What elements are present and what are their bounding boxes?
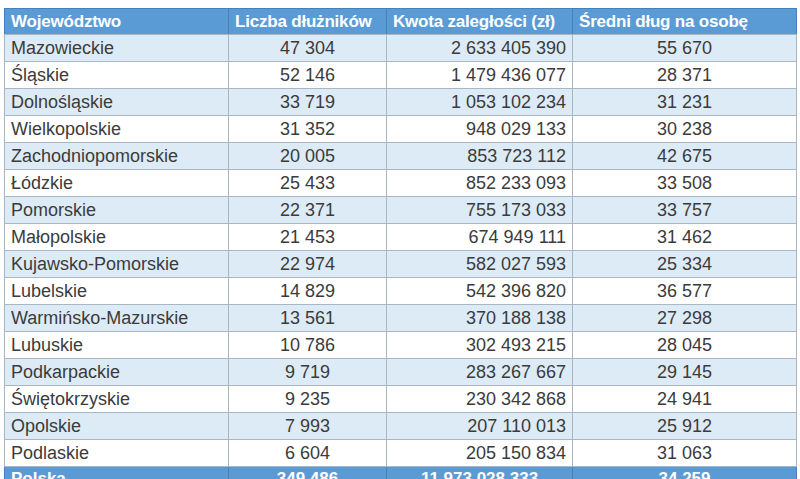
cell-liczba-dluznikow: 10 786 bbox=[229, 332, 387, 359]
total-row: Polska 349 486 11 973 028 333 34 259 bbox=[5, 467, 797, 479]
cell-kwota-zaleglosci: 852 233 093 bbox=[387, 170, 573, 197]
table-row: Małopolskie 21 453 674 949 111 31 462 bbox=[5, 224, 797, 251]
total-liczba-dluznikow: 349 486 bbox=[229, 467, 387, 479]
table-row: Podkarpackie 9 719 283 267 667 29 145 bbox=[5, 359, 797, 386]
cell-sredni-dlug: 30 238 bbox=[573, 116, 797, 143]
cell-liczba-dluznikow: 33 719 bbox=[229, 89, 387, 116]
header-row: Województwo Liczba dłużników Kwota zaleg… bbox=[5, 9, 797, 35]
cell-liczba-dluznikow: 20 005 bbox=[229, 143, 387, 170]
cell-kwota-zaleglosci: 755 173 033 bbox=[387, 197, 573, 224]
cell-kwota-zaleglosci: 542 396 820 bbox=[387, 278, 573, 305]
cell-liczba-dluznikow: 7 993 bbox=[229, 413, 387, 440]
cell-kwota-zaleglosci: 2 633 405 390 bbox=[387, 35, 573, 62]
cell-sredni-dlug: 29 145 bbox=[573, 359, 797, 386]
cell-liczba-dluznikow: 14 829 bbox=[229, 278, 387, 305]
cell-wojewodztwo: Lubuskie bbox=[5, 332, 229, 359]
cell-sredni-dlug: 28 371 bbox=[573, 62, 797, 89]
cell-wojewodztwo: Podkarpackie bbox=[5, 359, 229, 386]
cell-liczba-dluznikow: 9 235 bbox=[229, 386, 387, 413]
cell-kwota-zaleglosci: 1 479 436 077 bbox=[387, 62, 573, 89]
total-label: Polska bbox=[5, 467, 229, 479]
cell-sredni-dlug: 27 298 bbox=[573, 305, 797, 332]
table-row: Opolskie 7 993 207 110 013 25 912 bbox=[5, 413, 797, 440]
table-row: Łódzkie 25 433 852 233 093 33 508 bbox=[5, 170, 797, 197]
cell-wojewodztwo: Pomorskie bbox=[5, 197, 229, 224]
table-row: Kujawsko-Pomorskie 22 974 582 027 593 25… bbox=[5, 251, 797, 278]
cell-kwota-zaleglosci: 207 110 013 bbox=[387, 413, 573, 440]
cell-wojewodztwo: Śląskie bbox=[5, 62, 229, 89]
cell-wojewodztwo: Opolskie bbox=[5, 413, 229, 440]
cell-sredni-dlug: 33 757 bbox=[573, 197, 797, 224]
cell-liczba-dluznikow: 21 453 bbox=[229, 224, 387, 251]
cell-liczba-dluznikow: 52 146 bbox=[229, 62, 387, 89]
cell-kwota-zaleglosci: 205 150 834 bbox=[387, 440, 573, 467]
cell-liczba-dluznikow: 13 561 bbox=[229, 305, 387, 332]
cell-liczba-dluznikow: 9 719 bbox=[229, 359, 387, 386]
col-header-sredni-dlug: Średni dług na osobę bbox=[573, 9, 797, 35]
cell-wojewodztwo: Warmińsko-Mazurskie bbox=[5, 305, 229, 332]
cell-liczba-dluznikow: 22 974 bbox=[229, 251, 387, 278]
cell-wojewodztwo: Wielkopolskie bbox=[5, 116, 229, 143]
cell-sredni-dlug: 42 675 bbox=[573, 143, 797, 170]
table-row: Zachodniopomorskie 20 005 853 723 112 42… bbox=[5, 143, 797, 170]
voivodeship-debt-table: Województwo Liczba dłużników Kwota zaleg… bbox=[4, 8, 797, 479]
cell-wojewodztwo: Podlaskie bbox=[5, 440, 229, 467]
cell-sredni-dlug: 31 063 bbox=[573, 440, 797, 467]
cell-kwota-zaleglosci: 853 723 112 bbox=[387, 143, 573, 170]
table-row: Lubuskie 10 786 302 493 215 28 045 bbox=[5, 332, 797, 359]
cell-sredni-dlug: 25 334 bbox=[573, 251, 797, 278]
cell-kwota-zaleglosci: 1 053 102 234 bbox=[387, 89, 573, 116]
table-row: Warmińsko-Mazurskie 13 561 370 188 138 2… bbox=[5, 305, 797, 332]
table-body: Mazowieckie 47 304 2 633 405 390 55 670 … bbox=[5, 35, 797, 467]
table-row: Mazowieckie 47 304 2 633 405 390 55 670 bbox=[5, 35, 797, 62]
cell-kwota-zaleglosci: 582 027 593 bbox=[387, 251, 573, 278]
col-header-wojewodztwo: Województwo bbox=[5, 9, 229, 35]
cell-kwota-zaleglosci: 948 029 133 bbox=[387, 116, 573, 143]
cell-kwota-zaleglosci: 370 188 138 bbox=[387, 305, 573, 332]
cell-sredni-dlug: 55 670 bbox=[573, 35, 797, 62]
cell-kwota-zaleglosci: 230 342 868 bbox=[387, 386, 573, 413]
cell-kwota-zaleglosci: 302 493 215 bbox=[387, 332, 573, 359]
cell-sredni-dlug: 24 941 bbox=[573, 386, 797, 413]
cell-kwota-zaleglosci: 674 949 111 bbox=[387, 224, 573, 251]
cell-wojewodztwo: Dolnośląskie bbox=[5, 89, 229, 116]
cell-wojewodztwo: Małopolskie bbox=[5, 224, 229, 251]
cell-liczba-dluznikow: 47 304 bbox=[229, 35, 387, 62]
total-sredni-dlug: 34 259 bbox=[573, 467, 797, 479]
cell-sredni-dlug: 31 462 bbox=[573, 224, 797, 251]
cell-wojewodztwo: Mazowieckie bbox=[5, 35, 229, 62]
debt-statistics-page: Województwo Liczba dłużników Kwota zaleg… bbox=[0, 0, 800, 479]
cell-liczba-dluznikow: 25 433 bbox=[229, 170, 387, 197]
cell-sredni-dlug: 28 045 bbox=[573, 332, 797, 359]
table-row: Podlaskie 6 604 205 150 834 31 063 bbox=[5, 440, 797, 467]
cell-sredni-dlug: 33 508 bbox=[573, 170, 797, 197]
cell-liczba-dluznikow: 6 604 bbox=[229, 440, 387, 467]
cell-sredni-dlug: 31 231 bbox=[573, 89, 797, 116]
total-kwota-zaleglosci: 11 973 028 333 bbox=[387, 467, 573, 479]
table-row: Pomorskie 22 371 755 173 033 33 757 bbox=[5, 197, 797, 224]
table-row: Dolnośląskie 33 719 1 053 102 234 31 231 bbox=[5, 89, 797, 116]
table-row: Świętokrzyskie 9 235 230 342 868 24 941 bbox=[5, 386, 797, 413]
cell-wojewodztwo: Kujawsko-Pomorskie bbox=[5, 251, 229, 278]
cell-sredni-dlug: 36 577 bbox=[573, 278, 797, 305]
table-row: Lubelskie 14 829 542 396 820 36 577 bbox=[5, 278, 797, 305]
cell-wojewodztwo: Świętokrzyskie bbox=[5, 386, 229, 413]
cell-wojewodztwo: Zachodniopomorskie bbox=[5, 143, 229, 170]
col-header-liczba-dluznikow: Liczba dłużników bbox=[229, 9, 387, 35]
cell-liczba-dluznikow: 22 371 bbox=[229, 197, 387, 224]
cell-wojewodztwo: Lubelskie bbox=[5, 278, 229, 305]
cell-kwota-zaleglosci: 283 267 667 bbox=[387, 359, 573, 386]
table-row: Śląskie 52 146 1 479 436 077 28 371 bbox=[5, 62, 797, 89]
cell-sredni-dlug: 25 912 bbox=[573, 413, 797, 440]
col-header-kwota-zaleglosci: Kwota zaległości (zł) bbox=[387, 9, 573, 35]
table-row: Wielkopolskie 31 352 948 029 133 30 238 bbox=[5, 116, 797, 143]
cell-wojewodztwo: Łódzkie bbox=[5, 170, 229, 197]
cell-liczba-dluznikow: 31 352 bbox=[229, 116, 387, 143]
